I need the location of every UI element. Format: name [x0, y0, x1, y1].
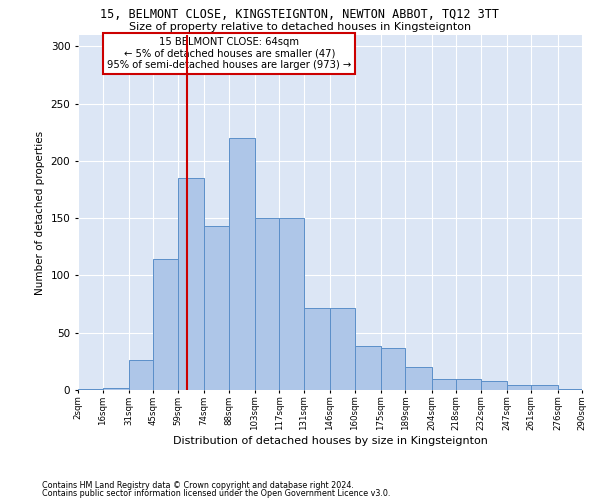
- Bar: [229, 138, 255, 390]
- Bar: [304, 308, 330, 390]
- Bar: [129, 360, 153, 390]
- Bar: [355, 346, 381, 390]
- Bar: [255, 218, 279, 390]
- Bar: [279, 218, 304, 390]
- Bar: [153, 260, 178, 390]
- Bar: [78, 389, 103, 390]
- Text: 15, BELMONT CLOSE, KINGSTEIGNTON, NEWTON ABBOT, TQ12 3TT: 15, BELMONT CLOSE, KINGSTEIGNTON, NEWTON…: [101, 8, 499, 20]
- Text: Size of property relative to detached houses in Kingsteignton: Size of property relative to detached ho…: [129, 22, 471, 32]
- Bar: [531, 386, 557, 390]
- Bar: [381, 348, 405, 390]
- Bar: [103, 388, 129, 390]
- Bar: [557, 389, 582, 390]
- Bar: [481, 381, 507, 390]
- Bar: [431, 378, 456, 390]
- X-axis label: Distribution of detached houses by size in Kingsteignton: Distribution of detached houses by size …: [173, 436, 487, 446]
- Text: Contains public sector information licensed under the Open Government Licence v3: Contains public sector information licen…: [42, 488, 391, 498]
- Bar: [507, 386, 531, 390]
- Text: Contains HM Land Registry data © Crown copyright and database right 2024.: Contains HM Land Registry data © Crown c…: [42, 481, 354, 490]
- Text: 15 BELMONT CLOSE: 64sqm
← 5% of detached houses are smaller (47)
95% of semi-det: 15 BELMONT CLOSE: 64sqm ← 5% of detached…: [107, 37, 352, 70]
- Bar: [405, 367, 431, 390]
- Bar: [204, 226, 229, 390]
- Bar: [330, 308, 355, 390]
- Bar: [178, 178, 204, 390]
- Bar: [456, 378, 481, 390]
- Y-axis label: Number of detached properties: Number of detached properties: [35, 130, 45, 294]
